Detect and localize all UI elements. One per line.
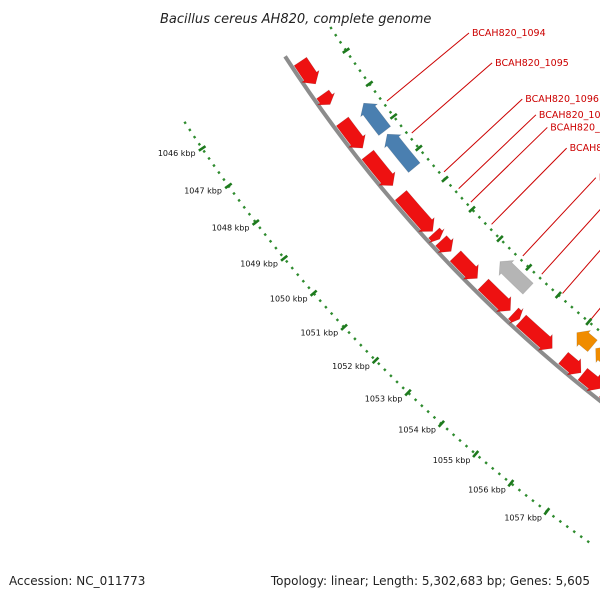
ruler-tick-label: 1046 kbp — [158, 149, 196, 158]
gene-label[interactable]: BCAH820_1094 — [472, 28, 546, 39]
ruler-tick-label: 1056 kbp — [468, 485, 506, 494]
ruler-tick-major — [472, 450, 480, 458]
gene-label-leader — [591, 307, 600, 320]
ruler-tick-label: 1052 kbp — [332, 362, 370, 371]
genome-stats-text: Topology: linear; Length: 5,302,683 bp; … — [270, 574, 590, 588]
gene-feature-red[interactable] — [361, 149, 396, 186]
gene-label[interactable]: BCAH820_1097 — [539, 110, 600, 121]
ruler-tick-label: 1055 kbp — [433, 456, 471, 465]
ruler-tick-major-outer — [554, 291, 563, 299]
ruler-tick-major-outer — [414, 144, 423, 152]
gene-label-leader — [470, 127, 548, 203]
gene-feature-red[interactable] — [428, 227, 445, 244]
ruler-tick-major-outer — [342, 47, 351, 54]
gene-feature-red[interactable] — [507, 307, 524, 324]
ruler-tick-major-outer — [525, 263, 533, 272]
gene-label[interactable]: BCAH820_1100 — [599, 173, 600, 184]
gene-feature-gray[interactable] — [498, 260, 534, 295]
gene-label-leader — [386, 32, 470, 102]
gene-feature-orange[interactable] — [576, 330, 598, 353]
gene-feature-red[interactable] — [515, 314, 553, 351]
ruler-tick-major-outer — [585, 317, 593, 326]
gene-feature-orange[interactable] — [595, 346, 600, 370]
ruler-tick-major-outer — [389, 112, 398, 120]
gene-label[interactable]: BCAH820_1096 — [525, 94, 599, 105]
gene-feature-red[interactable] — [435, 235, 454, 254]
gene-label-leader — [562, 249, 600, 294]
gene-feature-blue[interactable] — [360, 102, 392, 136]
ruler-tick-label: 1050 kbp — [270, 294, 308, 303]
accession-text: Accession: NC_011773 — [9, 574, 146, 588]
ruler-tick-major — [340, 323, 348, 331]
ruler-tick-major — [404, 388, 412, 397]
gene-label-leader — [522, 177, 597, 257]
ruler-tick-label: 1051 kbp — [301, 329, 339, 338]
gene-label[interactable]: BCAH820_1099 — [570, 143, 600, 154]
ruler-tick-major — [437, 419, 446, 428]
gene-label-leader — [491, 147, 568, 225]
ruler-tick-major — [224, 182, 233, 190]
ruler-tick-major — [280, 254, 289, 262]
gene-feature-red[interactable] — [394, 189, 435, 232]
ruler-tick-label: 1057 kbp — [504, 514, 542, 523]
gene-feature-red[interactable] — [558, 351, 582, 376]
gene-label-leader — [411, 62, 493, 134]
gene-label-leader — [541, 208, 600, 275]
gene-label[interactable]: BCAH820_1095 — [495, 58, 569, 69]
gene-feature-red[interactable] — [293, 56, 320, 85]
gene-feature-blue[interactable] — [384, 133, 421, 173]
ruler-tick-major — [543, 507, 551, 516]
ruler-tick-label: 1047 kbp — [184, 187, 222, 196]
ruler-tick-major — [309, 289, 318, 297]
ruler-tick-major — [251, 218, 260, 226]
ruler-tick-major-outer — [496, 234, 504, 243]
backbone-layer — [283, 55, 600, 404]
ruler-tick-major — [198, 145, 207, 152]
ruler-tick-major-outer — [468, 205, 476, 213]
gene-feature-red[interactable] — [477, 278, 512, 313]
ruler-tick-label: 1053 kbp — [365, 394, 403, 403]
gene-label-layer: BCAH820_1094 BCAH820_1095 BCAH820_1096 BCAH… — [386, 28, 600, 320]
map-title: Bacillus cereus AH820, complete genome — [160, 12, 431, 27]
gene-label-leader — [443, 98, 523, 173]
genome-backbone — [283, 55, 600, 404]
ruler-layer: 1046 kbp 1047 kbp 1048 kbp 1049 kbp 1050 kbp… — [158, 26, 600, 545]
ruler-tick-major-outer — [441, 175, 449, 183]
ruler-tick-label: 1049 kbp — [240, 259, 278, 268]
ruler-tick-major — [371, 356, 380, 365]
gene-feature-red[interactable] — [316, 89, 336, 106]
ruler-tick-major-outer — [365, 80, 374, 88]
gene-label[interactable]: BCAH820_1098 — [550, 122, 600, 133]
ruler-tick-label: 1054 kbp — [398, 426, 436, 435]
gene-feature-red[interactable] — [335, 116, 366, 149]
feature-layer — [293, 56, 600, 399]
gene-feature-red[interactable] — [577, 367, 600, 392]
ruler-tick-major — [507, 479, 515, 488]
gene-feature-red[interactable] — [449, 250, 479, 280]
gene-label-leader — [458, 114, 537, 189]
ruler-tick-label: 1048 kbp — [212, 223, 250, 232]
